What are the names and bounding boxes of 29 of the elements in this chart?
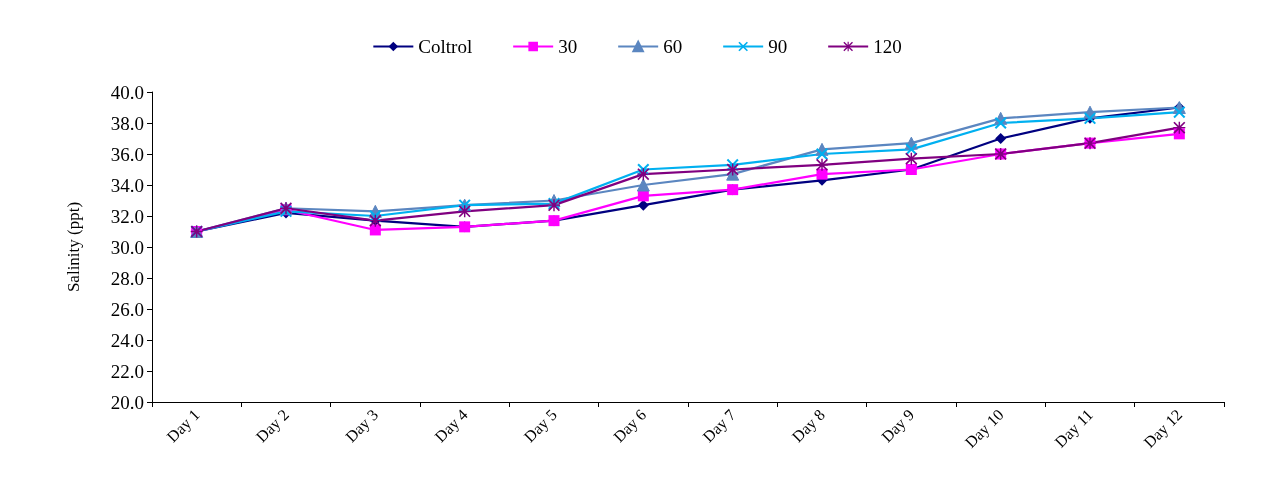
- x-tick-label: Day 2: [252, 405, 293, 447]
- y-tick-label: 32.0: [110, 205, 144, 227]
- x-tick-label: Day 10: [961, 405, 1008, 452]
- x-tick-label: Day 9: [878, 405, 919, 447]
- y-tick-label: 28.0: [110, 267, 144, 289]
- y-tick-label: 30.0: [110, 236, 144, 258]
- legend-label: 120: [873, 36, 902, 57]
- legend-label: 30: [558, 36, 578, 57]
- x-tick-label: Day 3: [342, 405, 383, 447]
- y-tick-label: 26.0: [110, 298, 144, 320]
- y-tick-label: 20.0: [110, 391, 144, 413]
- x-tick-label: Day 11: [1051, 405, 1097, 452]
- y-tick-label: 34.0: [110, 174, 144, 196]
- y-axis-title: Salinity (ppt): [64, 201, 83, 293]
- x-tick-label: Day 1: [163, 405, 204, 447]
- x-tick-label: Day 8: [788, 405, 829, 447]
- x-tick-label: Day 6: [610, 405, 651, 447]
- x-tick-label: Day 7: [699, 405, 740, 447]
- legend-label: 60: [663, 36, 683, 57]
- y-tick-label: 22.0: [110, 360, 144, 382]
- y-tick-label: 36.0: [110, 143, 144, 165]
- x-tick-label: Day 5: [520, 405, 561, 447]
- y-tick-label: 24.0: [110, 329, 144, 351]
- x-tick-label: Day 4: [431, 405, 472, 447]
- y-tick-label: 38.0: [110, 112, 144, 134]
- y-tick-label: 40.0: [110, 81, 144, 103]
- legend-label: Coltrol: [418, 36, 473, 57]
- x-tick-label: Day 12: [1140, 405, 1187, 452]
- legend-label: 90: [768, 36, 788, 57]
